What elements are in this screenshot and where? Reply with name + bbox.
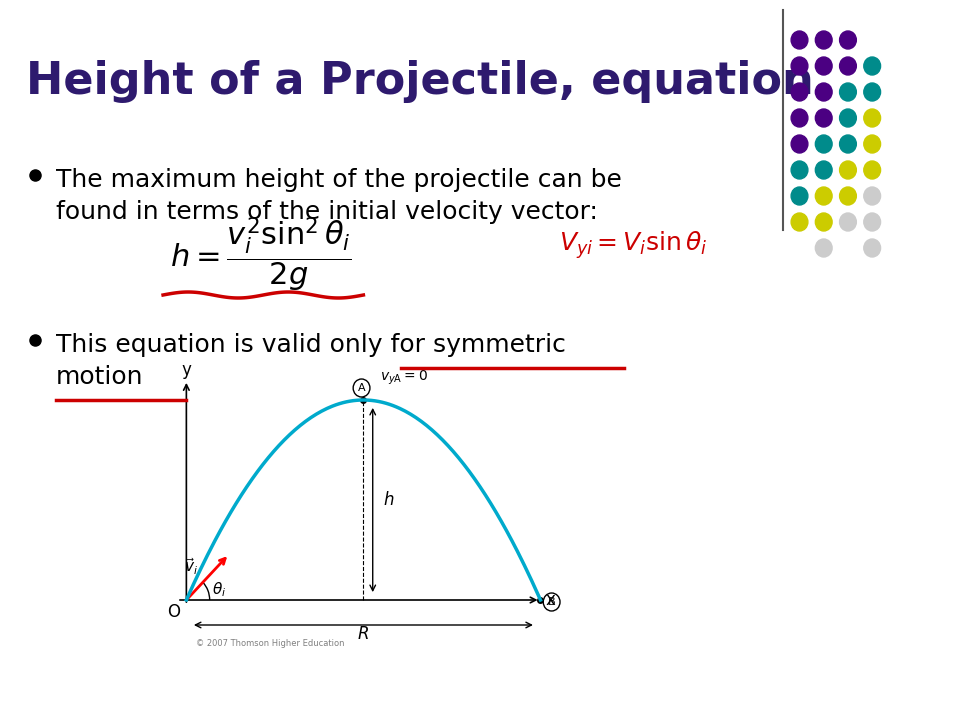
Circle shape: [840, 83, 856, 101]
Circle shape: [864, 83, 880, 101]
Circle shape: [815, 83, 832, 101]
Text: The maximum height of the projectile can be: The maximum height of the projectile can…: [56, 168, 622, 192]
Circle shape: [815, 161, 832, 179]
Text: $\theta_i$: $\theta_i$: [212, 580, 227, 599]
Circle shape: [815, 187, 832, 205]
Text: Height of a Projectile, equation: Height of a Projectile, equation: [26, 60, 814, 103]
Circle shape: [840, 135, 856, 153]
Circle shape: [864, 187, 880, 205]
Circle shape: [815, 213, 832, 231]
Circle shape: [791, 83, 808, 101]
Circle shape: [840, 161, 856, 179]
Circle shape: [864, 109, 880, 127]
Circle shape: [791, 57, 808, 75]
Circle shape: [815, 57, 832, 75]
Circle shape: [840, 57, 856, 75]
Circle shape: [815, 135, 832, 153]
Text: found in terms of the initial velocity vector:: found in terms of the initial velocity v…: [56, 200, 598, 224]
Circle shape: [864, 161, 880, 179]
Circle shape: [791, 213, 808, 231]
Circle shape: [791, 135, 808, 153]
Circle shape: [840, 213, 856, 231]
Circle shape: [864, 239, 880, 257]
Circle shape: [864, 57, 880, 75]
Text: motion: motion: [56, 365, 143, 389]
Text: $h = \dfrac{v_i^2 \sin^2 \theta_i}{2g}$: $h = \dfrac{v_i^2 \sin^2 \theta_i}{2g}$: [170, 216, 351, 294]
Text: $\vec{v}_i$: $\vec{v}_i$: [184, 556, 198, 577]
Circle shape: [791, 187, 808, 205]
Circle shape: [791, 161, 808, 179]
Circle shape: [815, 109, 832, 127]
Circle shape: [840, 109, 856, 127]
Text: x: x: [545, 591, 555, 609]
Text: B: B: [548, 597, 556, 607]
Text: R: R: [358, 625, 370, 643]
Circle shape: [840, 187, 856, 205]
Text: $v_{y\mathregular{A}} = 0$: $v_{y\mathregular{A}} = 0$: [380, 369, 428, 387]
Circle shape: [815, 31, 832, 49]
Text: h: h: [384, 491, 395, 509]
Text: This equation is valid only for symmetric: This equation is valid only for symmetri…: [56, 333, 565, 357]
Circle shape: [815, 239, 832, 257]
Text: A: A: [358, 383, 366, 393]
Circle shape: [791, 109, 808, 127]
Circle shape: [791, 31, 808, 49]
Circle shape: [864, 213, 880, 231]
Circle shape: [864, 135, 880, 153]
Circle shape: [840, 31, 856, 49]
Text: O: O: [167, 603, 180, 621]
Text: y: y: [181, 361, 191, 379]
Text: © 2007 Thomson Higher Education: © 2007 Thomson Higher Education: [196, 639, 345, 648]
Text: $V_{yi} = V_i \sin\theta_i$: $V_{yi} = V_i \sin\theta_i$: [559, 229, 708, 261]
